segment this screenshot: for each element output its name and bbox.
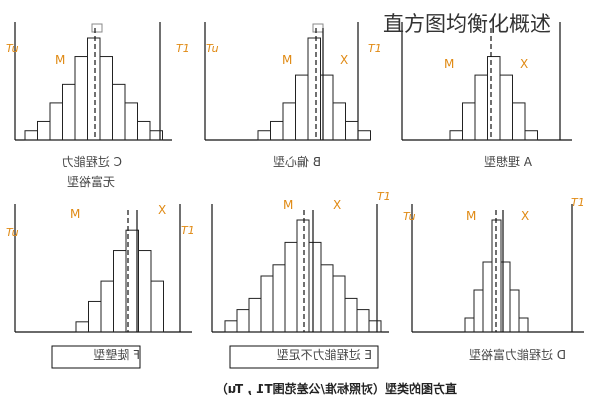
histogram-bar bbox=[270, 120, 284, 141]
histogram-panel: M X A 理想型 bbox=[401, 22, 572, 169]
histogram-bar bbox=[464, 317, 475, 333]
histogram-bar bbox=[332, 102, 346, 141]
panel-caption: E 过程能力不足型 bbox=[277, 347, 372, 362]
panel-caption: D 过程能力富裕型 bbox=[469, 347, 566, 362]
tolerance-label-left: Tu bbox=[6, 42, 19, 55]
histogram-bar bbox=[482, 261, 493, 333]
histogram-bar bbox=[99, 56, 113, 141]
panel-caption: A 理想型 bbox=[484, 154, 532, 169]
mean-label: M bbox=[55, 53, 65, 67]
mean-label: M bbox=[466, 209, 476, 223]
caption-box bbox=[229, 345, 379, 369]
center-label: X bbox=[333, 198, 341, 212]
center-label: X bbox=[340, 53, 348, 67]
tolerance-label-left: Tu bbox=[403, 210, 416, 223]
histogram-bar bbox=[260, 275, 274, 333]
histogram-bar bbox=[487, 56, 501, 141]
tolerance-label-left: Tu bbox=[206, 42, 219, 55]
histogram-bar bbox=[524, 130, 538, 141]
figure-caption: 直方图的类型（对照标准/公差范围T1 , Tu） bbox=[216, 381, 457, 396]
center-label: X bbox=[158, 203, 166, 217]
mean-marker-box bbox=[312, 23, 324, 33]
histogram-bar bbox=[236, 309, 250, 333]
histogram-bar bbox=[344, 297, 358, 333]
histogram-bar bbox=[224, 320, 238, 333]
mean-marker-box bbox=[91, 23, 103, 33]
histogram-bar bbox=[499, 74, 513, 141]
histogram-bar bbox=[473, 289, 484, 333]
histogram-bar bbox=[368, 320, 382, 333]
histogram-bar bbox=[74, 56, 88, 141]
histogram-bar bbox=[124, 102, 138, 141]
histogram-bar bbox=[88, 300, 102, 333]
histogram-panel: M X Tu T1 F 陡壁型 bbox=[6, 203, 195, 369]
histogram-bar bbox=[100, 280, 114, 333]
tolerance-label-left: Tu bbox=[6, 226, 19, 239]
histogram-bar bbox=[49, 102, 63, 141]
histogram-bar bbox=[509, 289, 520, 333]
histogram-bar bbox=[62, 83, 76, 141]
histogram-bar bbox=[357, 130, 371, 141]
histogram-bar bbox=[112, 83, 126, 141]
histogram-bar bbox=[295, 74, 309, 141]
histogram-bar bbox=[75, 321, 89, 333]
mean-label: M bbox=[70, 207, 80, 221]
panel-caption: 无富裕型 bbox=[67, 174, 115, 189]
histogram-panel: M X Tu T1 D 过程能力富裕型 bbox=[403, 196, 585, 362]
histogram-bar bbox=[87, 37, 101, 141]
tolerance-label-right: T1 bbox=[176, 42, 190, 55]
histogram-bar bbox=[320, 74, 334, 141]
panel-caption: B 偏心型 bbox=[273, 154, 321, 169]
histogram-panel: M X Tu T1 B 偏心型 bbox=[204, 22, 382, 169]
tolerance-label-right: T1 bbox=[377, 190, 391, 203]
histogram-bar bbox=[149, 130, 163, 141]
panel-caption: F 陡壁型 bbox=[93, 347, 140, 362]
histogram-bar bbox=[272, 264, 286, 333]
mean-label: M bbox=[444, 57, 454, 71]
histogram-bar bbox=[248, 297, 262, 333]
histogram-bar bbox=[307, 37, 321, 141]
histogram-bar bbox=[308, 241, 322, 333]
histogram-bar bbox=[113, 250, 127, 333]
tolerance-label-right: T1 bbox=[368, 42, 382, 55]
histogram-panel: M X T1 E 过程能力不足型 bbox=[211, 190, 391, 369]
histogram-bar bbox=[512, 102, 526, 141]
mean-label: M bbox=[283, 198, 293, 212]
histogram-bar bbox=[282, 102, 296, 141]
mean-label: M bbox=[282, 53, 292, 67]
histogram-bar bbox=[37, 120, 51, 141]
histogram-bar bbox=[150, 280, 164, 333]
histogram-bar bbox=[500, 261, 511, 333]
histogram-bar bbox=[137, 120, 151, 141]
center-label: X bbox=[521, 209, 529, 223]
histogram-bar bbox=[474, 74, 488, 141]
histogram-bar bbox=[320, 264, 334, 333]
histogram-bar bbox=[332, 275, 346, 333]
histogram-bar bbox=[138, 250, 152, 333]
histogram-bar bbox=[257, 130, 271, 141]
page-title: 直方图均衡化概述 bbox=[383, 12, 551, 36]
tolerance-label-right: T1 bbox=[181, 224, 195, 237]
histogram-bar bbox=[345, 120, 359, 141]
histogram-bar bbox=[462, 102, 476, 141]
caption-box bbox=[51, 345, 141, 369]
tolerance-label-right: T1 bbox=[571, 196, 585, 209]
histogram-bar bbox=[518, 317, 529, 333]
panel-caption: C 过程能力 bbox=[62, 154, 122, 169]
histogram-bar bbox=[284, 241, 298, 333]
histogram-bar bbox=[449, 130, 463, 141]
histogram-bar bbox=[356, 309, 370, 333]
histogram-bar bbox=[296, 219, 310, 333]
histogram-bar bbox=[24, 130, 38, 141]
center-label: X bbox=[520, 57, 528, 71]
